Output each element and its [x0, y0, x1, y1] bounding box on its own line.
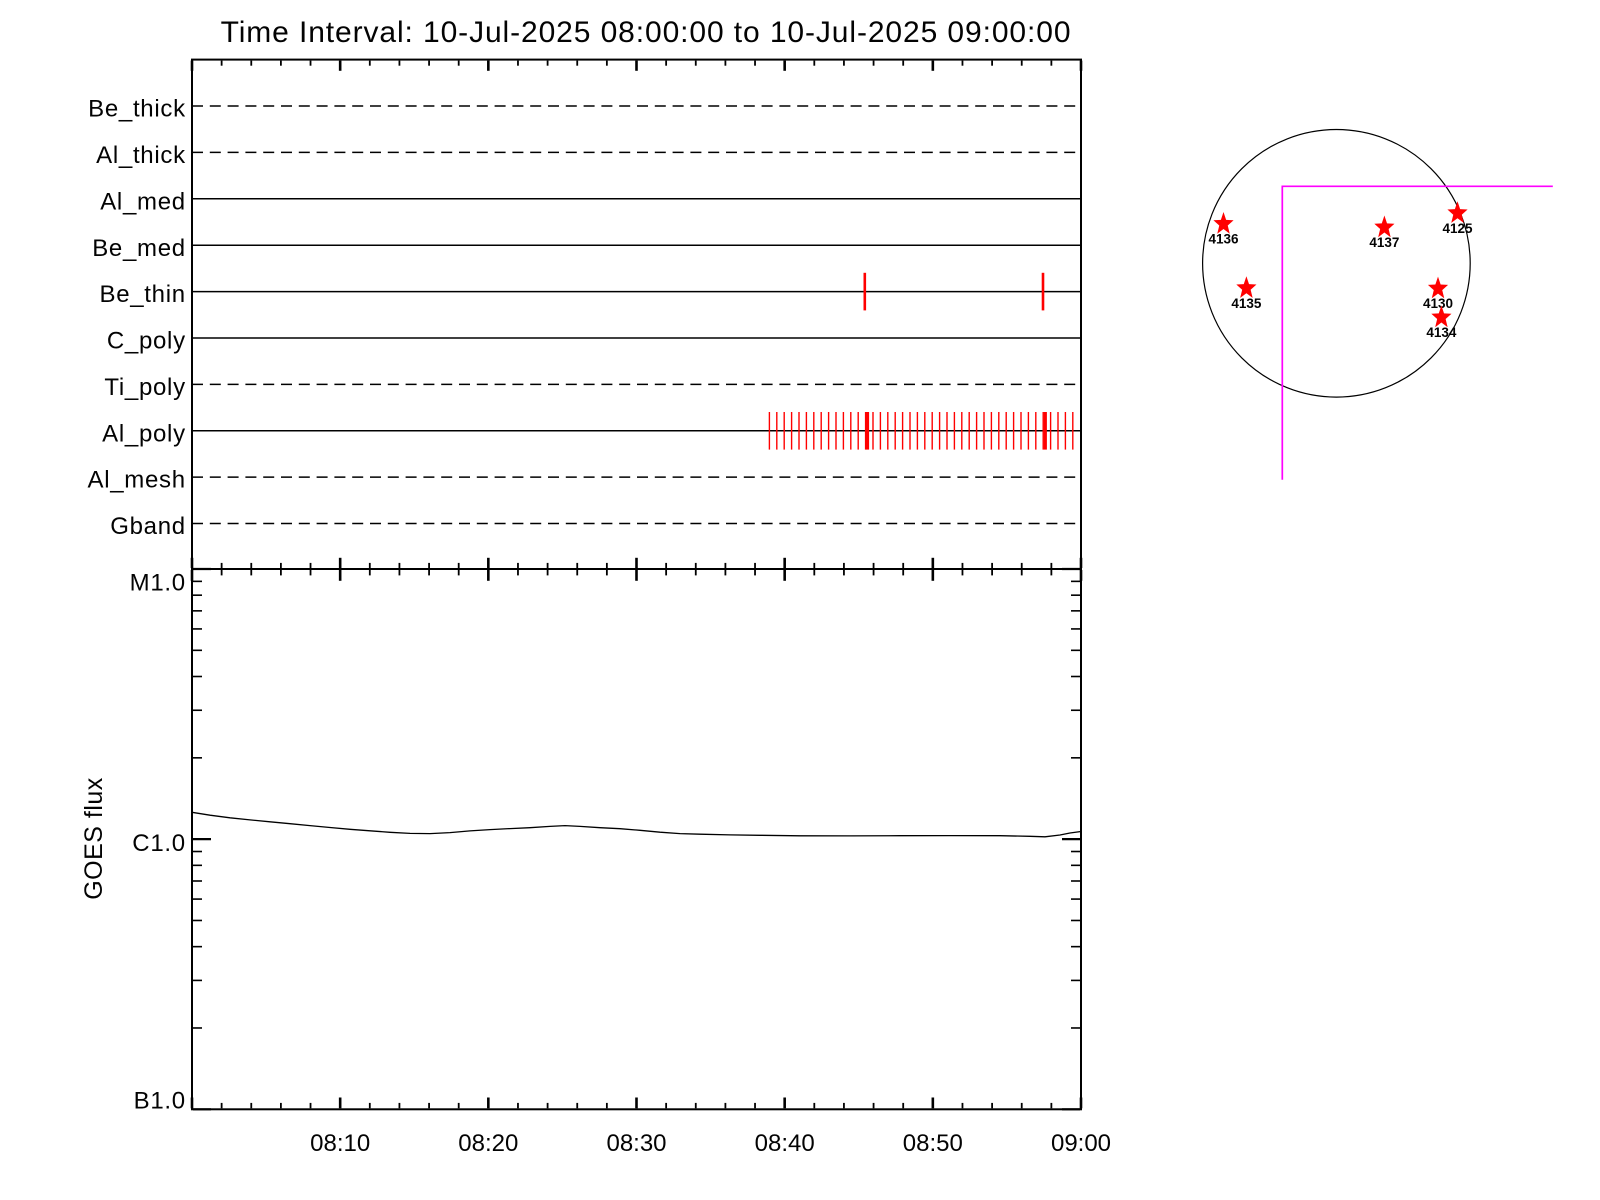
- svg-text:4135: 4135: [1231, 296, 1262, 311]
- svg-text:Al_med: Al_med: [100, 188, 186, 215]
- svg-text:M1.0: M1.0: [130, 570, 186, 597]
- svg-text:GOES flux: GOES flux: [80, 777, 108, 900]
- svg-text:4137: 4137: [1369, 235, 1399, 250]
- svg-text:08:30: 08:30: [606, 1130, 666, 1157]
- svg-text:08:50: 08:50: [903, 1130, 963, 1157]
- svg-text:09:00: 09:00: [1051, 1130, 1111, 1157]
- svg-text:08:20: 08:20: [458, 1130, 518, 1157]
- svg-text:4125: 4125: [1442, 221, 1473, 236]
- svg-text:Ti_poly: Ti_poly: [104, 374, 185, 401]
- svg-text:Be_med: Be_med: [92, 235, 186, 262]
- svg-text:Al_thick: Al_thick: [96, 142, 186, 169]
- svg-text:08:40: 08:40: [755, 1130, 815, 1157]
- svg-text:Time Interval: 10-Jul-2025 08:: Time Interval: 10-Jul-2025 08:00:00 to 1…: [221, 16, 1072, 49]
- svg-text:4134: 4134: [1426, 325, 1457, 340]
- svg-text:08:10: 08:10: [310, 1130, 370, 1157]
- svg-text:4130: 4130: [1423, 296, 1453, 311]
- svg-text:4136: 4136: [1208, 232, 1239, 247]
- svg-text:B1.0: B1.0: [134, 1088, 186, 1115]
- svg-text:C_poly: C_poly: [107, 328, 186, 355]
- svg-text:Be_thick: Be_thick: [88, 96, 186, 123]
- svg-text:C1.0: C1.0: [132, 830, 186, 857]
- svg-text:Al_mesh: Al_mesh: [88, 467, 186, 494]
- svg-text:Al_poly: Al_poly: [102, 420, 186, 447]
- svg-text:Gband: Gband: [110, 513, 186, 540]
- svg-text:Be_thin: Be_thin: [99, 281, 185, 308]
